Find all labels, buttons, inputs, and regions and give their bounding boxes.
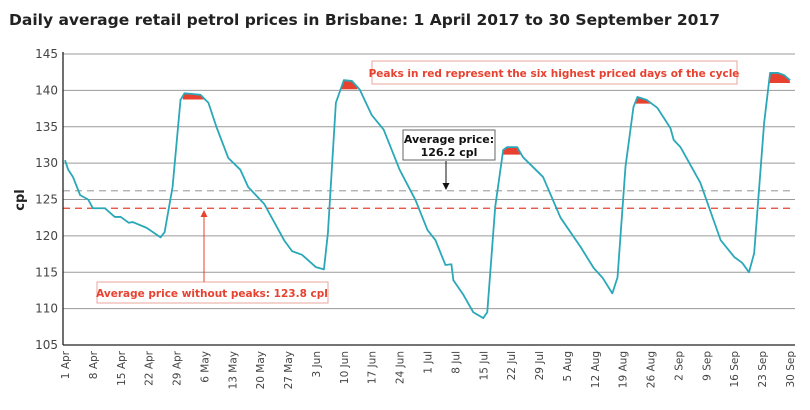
x-tick-label: 12 Aug xyxy=(590,351,602,388)
average-price-value: 126.2 cpl xyxy=(421,146,478,159)
y-tick-label: 125 xyxy=(35,193,58,207)
x-tick-label: 3 Jun xyxy=(311,351,323,377)
x-tick-label: 9 Sep xyxy=(701,351,713,381)
peak-fill xyxy=(768,72,790,83)
average-without-peaks-annotation: Average price without peaks: 123.8 cpl xyxy=(96,210,329,304)
x-tick-label: 29 Jul xyxy=(534,351,546,380)
peak-fill xyxy=(503,147,522,155)
x-tick-label: 6 May xyxy=(199,351,211,383)
x-tick-label: 8 Apr xyxy=(88,350,100,379)
x-tick-label: 17 Jun xyxy=(367,351,379,384)
x-tick-label: 20 May xyxy=(255,351,267,389)
x-tick-label: 1 Apr xyxy=(60,350,72,379)
y-tick-label: 145 xyxy=(35,47,58,61)
x-tick-label: 22 Jul xyxy=(506,351,518,380)
x-tick-label: 19 Aug xyxy=(618,351,630,388)
y-tick-label: 110 xyxy=(35,302,58,316)
average-without-peaks-text: Average price without peaks: 123.8 cpl xyxy=(96,288,328,300)
y-tick-label: 105 xyxy=(35,338,58,352)
x-tick-label: 1 Jul xyxy=(423,351,435,374)
chart-title: Daily average retail petrol prices in Br… xyxy=(9,11,720,29)
x-tick-label: 2 Sep xyxy=(673,351,685,381)
x-tick-label: 24 Jun xyxy=(395,351,407,384)
x-tick-label: 26 Aug xyxy=(646,351,658,388)
x-tick-label: 16 Sep xyxy=(729,351,741,388)
y-tick-label: 115 xyxy=(35,265,58,279)
x-tick-label: 13 May xyxy=(227,351,239,389)
x-tick-label: 8 Jul xyxy=(450,351,462,374)
y-tick-label: 140 xyxy=(35,83,58,97)
y-tick-label: 120 xyxy=(35,229,58,243)
y-tick-label: 135 xyxy=(35,120,58,134)
arrow-head-icon xyxy=(200,210,208,217)
average-price-label: Average price: xyxy=(404,133,494,146)
x-tick-label: 10 Jun xyxy=(339,351,351,384)
average-price-annotation: Average price: 126.2 cpl xyxy=(402,129,496,190)
x-tick-label: 15 Apr xyxy=(116,350,128,386)
x-axis-ticks: 1 Apr 8 Apr 15 Apr 22 Apr 29 Apr 6 May 13 May 2… xyxy=(60,350,797,389)
x-tick-label: 27 May xyxy=(283,351,295,389)
x-tick-label: 29 Apr xyxy=(172,350,184,386)
y-axis-ticks: 105 110 115 120 125 130 135 140 145 xyxy=(35,47,58,352)
y-axis-label: cpl xyxy=(13,189,28,210)
peaks-note-annotation: Peaks in red represent the six highest p… xyxy=(369,60,740,85)
arrow-head-icon xyxy=(442,183,450,190)
price-line xyxy=(64,72,791,319)
gridlines xyxy=(63,53,795,310)
x-tick-label: 30 Sep xyxy=(785,351,797,388)
x-tick-label: 22 Apr xyxy=(144,350,156,386)
peaks-note-text: Peaks in red represent the six highest p… xyxy=(369,68,740,80)
y-tick-label: 130 xyxy=(35,156,58,170)
x-tick-label: 5 Aug xyxy=(562,351,574,382)
reference-lines xyxy=(63,190,795,209)
x-tick-label: 15 Jul xyxy=(478,351,490,380)
x-tick-label: 23 Sep xyxy=(757,351,769,388)
